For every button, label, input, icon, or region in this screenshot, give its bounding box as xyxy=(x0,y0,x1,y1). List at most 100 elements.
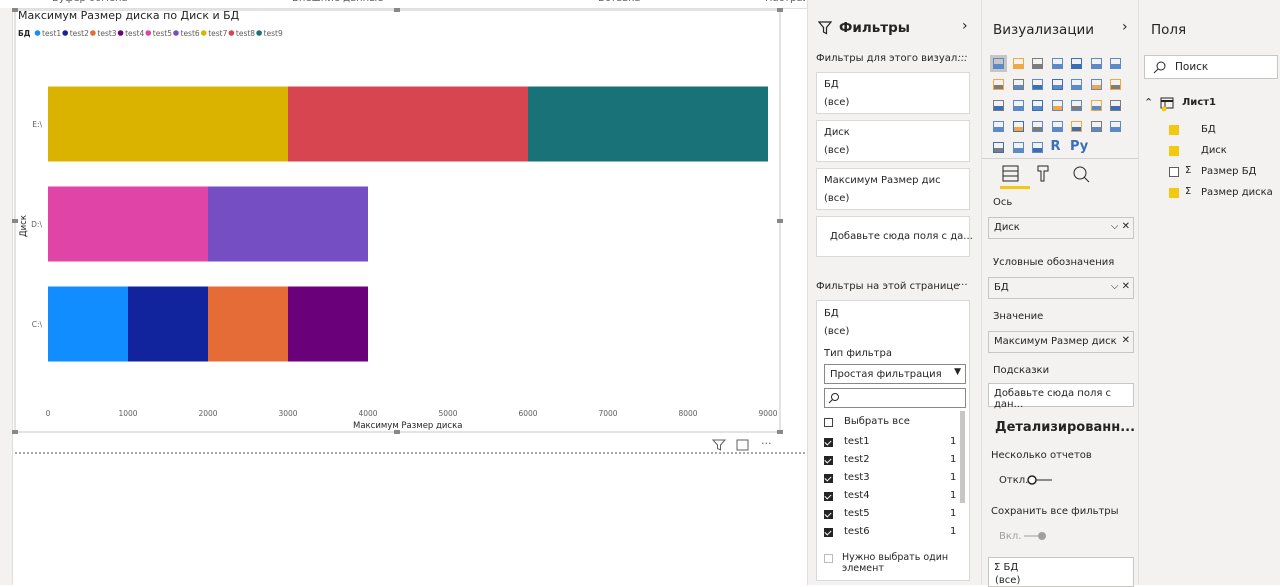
viz-icon[interactable] xyxy=(1029,55,1046,72)
single-box[interactable] xyxy=(824,554,833,563)
well-controls[interactable]: ⌵ ✕ xyxy=(1110,221,1130,232)
viz-glyph xyxy=(1012,121,1024,132)
viz-glyph xyxy=(1090,100,1102,111)
item-checkbox[interactable] xyxy=(824,456,833,465)
item-checkbox[interactable] xyxy=(824,474,833,483)
filter-search[interactable] xyxy=(824,388,966,408)
viz-icon[interactable] xyxy=(1049,118,1066,135)
visual-filter-card[interactable]: Диск (все) xyxy=(816,120,970,162)
viz-icon[interactable] xyxy=(1049,76,1066,93)
legend-label: test5 xyxy=(153,29,172,38)
viz-icon[interactable] xyxy=(1010,118,1027,135)
expand-icon[interactable]: ⌃ xyxy=(1144,96,1154,109)
viz-icon[interactable] xyxy=(1029,118,1046,135)
viz-icon[interactable] xyxy=(1068,76,1085,93)
filters-title: Фильтры xyxy=(839,20,910,36)
viz-icon[interactable] xyxy=(1049,97,1066,114)
viz-icon[interactable] xyxy=(1010,76,1027,93)
bar-segment xyxy=(128,286,208,362)
toggle-off[interactable] xyxy=(1026,474,1054,486)
visual-filter-card[interactable]: БД (все) xyxy=(816,72,970,114)
viz-glyph xyxy=(1110,100,1121,111)
well-controls[interactable]: ✕ xyxy=(1121,335,1130,346)
viz-icon[interactable] xyxy=(990,118,1007,135)
viz-icon[interactable] xyxy=(1010,97,1027,114)
viz-icon[interactable] xyxy=(1088,118,1105,135)
field-checkbox[interactable] xyxy=(1169,188,1179,198)
item-name: test5 xyxy=(844,508,870,519)
legend-well[interactable]: БД ⌵ ✕ xyxy=(988,277,1134,299)
field-checkbox[interactable] xyxy=(1169,125,1179,135)
viz-icon[interactable] xyxy=(990,55,1007,72)
more-icon[interactable]: ··· xyxy=(761,437,772,450)
filter-icon[interactable] xyxy=(711,439,727,451)
viz-icon[interactable] xyxy=(1088,55,1105,72)
focus-icon[interactable] xyxy=(736,439,749,451)
legend-label: test7 xyxy=(208,29,227,38)
keep-filters: Сохранить все фильтры xyxy=(991,506,1119,517)
more-icon[interactable]: ··· xyxy=(958,52,968,63)
visual-filter-card[interactable]: Максимум Размер дис (все) xyxy=(816,168,970,210)
viz-icon[interactable] xyxy=(1107,97,1124,114)
check xyxy=(824,438,832,446)
item-checkbox[interactable] xyxy=(824,528,833,537)
viz-icon[interactable] xyxy=(1029,76,1046,93)
select-all-box[interactable] xyxy=(824,418,833,427)
viz-icon[interactable] xyxy=(990,97,1007,114)
viz-icon[interactable] xyxy=(1088,139,1105,156)
viz-icon[interactable] xyxy=(1049,55,1066,72)
viz-glyph xyxy=(1032,142,1043,153)
viz-glyph xyxy=(1090,58,1102,69)
well-controls[interactable]: ⌵ ✕ xyxy=(1110,281,1130,292)
viz-icon[interactable] xyxy=(1107,55,1124,72)
more-icon[interactable]: ··· xyxy=(958,280,968,291)
tooltips-well[interactable]: Добавьте сюда поля с дан... xyxy=(988,383,1134,410)
viz-icon[interactable]: Py xyxy=(1068,139,1088,156)
viz-icon[interactable] xyxy=(1010,55,1027,72)
viz-icon[interactable] xyxy=(1068,97,1085,114)
viz-icon[interactable] xyxy=(990,139,1007,156)
viz-icon[interactable] xyxy=(1088,76,1105,93)
fields-search[interactable]: Поиск xyxy=(1144,55,1278,79)
axis-field: Диск xyxy=(994,222,1020,233)
bottom-well[interactable]: Σ БД (все) xyxy=(988,557,1134,587)
resize-handle xyxy=(394,8,400,12)
legend-label: test4 xyxy=(125,29,144,38)
search-icon xyxy=(828,393,839,404)
legend-marker xyxy=(117,30,124,36)
field-checkbox[interactable] xyxy=(1169,167,1179,177)
scrollbar[interactable] xyxy=(960,411,965,503)
value-well[interactable]: Максимум Размер диск ✕ xyxy=(988,331,1134,353)
x-tick-label: 4000 xyxy=(358,409,377,418)
visualizations-pane: Визуализации › Ось Диск ⌵ ✕ Условные обоз… xyxy=(981,0,1139,587)
field-sigma: Σ xyxy=(1185,186,1192,197)
bottom-state: (все) xyxy=(995,575,1021,586)
toggle-disabled[interactable] xyxy=(1022,530,1050,542)
viz-icon[interactable] xyxy=(1029,139,1046,156)
viz-icon[interactable] xyxy=(1088,97,1105,114)
axis-well[interactable]: Диск ⌵ ✕ xyxy=(988,217,1134,239)
viz-icon[interactable] xyxy=(1029,97,1046,114)
viz-icon[interactable] xyxy=(1068,55,1085,72)
legend-marker xyxy=(228,30,235,36)
field-checkbox[interactable] xyxy=(1169,146,1179,156)
viz-icon[interactable] xyxy=(990,76,1007,93)
viz-icon[interactable]: R xyxy=(1049,139,1066,156)
collapse-icon[interactable]: › xyxy=(962,18,968,34)
legend-field: БД xyxy=(994,282,1009,293)
x-tick-label: 2000 xyxy=(198,409,217,418)
legend-label: test9 xyxy=(264,29,283,38)
viz-icon[interactable] xyxy=(1010,139,1027,156)
filter-type-dropdown[interactable]: Простая фильтрация ▼ xyxy=(824,364,966,384)
viz-icon[interactable] xyxy=(1107,76,1124,93)
item-checkbox[interactable] xyxy=(824,492,833,501)
bar-segment xyxy=(48,186,208,262)
item-checkbox[interactable] xyxy=(824,438,833,447)
viz-icon[interactable] xyxy=(1068,118,1085,135)
item-checkbox[interactable] xyxy=(824,510,833,519)
add-field[interactable]: Добавьте сюда поля с да... xyxy=(816,216,973,257)
collapse-icon[interactable]: › xyxy=(1122,19,1128,35)
check xyxy=(824,474,832,482)
filter-type-value: Простая фильтрация xyxy=(830,369,942,380)
viz-icon[interactable] xyxy=(1107,118,1124,135)
